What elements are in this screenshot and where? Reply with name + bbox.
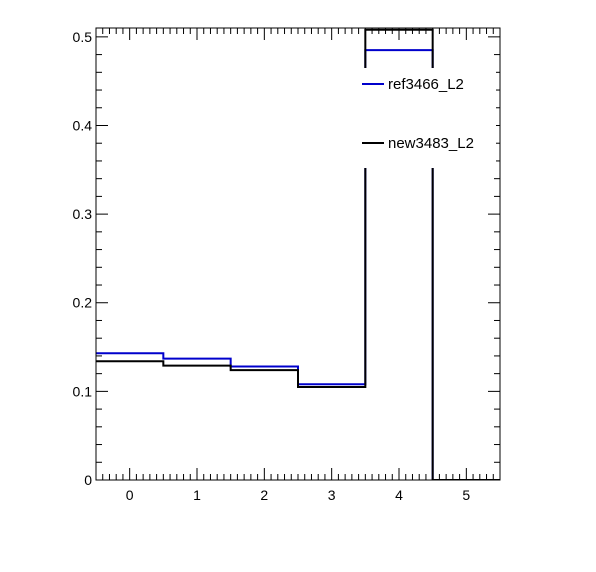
x-tick-label: 5 [462, 487, 470, 503]
x-tick-label: 3 [328, 487, 336, 503]
y-tick-label: 0 [84, 472, 92, 488]
x-tick-label: 2 [260, 487, 268, 503]
legend: ref3466_L2 new3483_L2 [358, 68, 496, 168]
legend-label-ref3466-l2: ref3466_L2 [388, 76, 464, 93]
y-tick-label: 0.5 [73, 29, 93, 45]
y-tick-label: 0.3 [73, 206, 93, 222]
x-tick-label: 4 [395, 487, 403, 503]
y-tick-label: 0.1 [73, 383, 93, 399]
x-tick-label: 1 [193, 487, 201, 503]
y-tick-label: 0.2 [73, 295, 93, 311]
x-tick-label: 0 [126, 487, 134, 503]
y-tick-label: 0.4 [73, 117, 93, 133]
legend-label-new3483-l2: new3483_L2 [388, 135, 474, 152]
axis-ticks: 0 1 2 3 4 5 0 0.1 0.2 0.3 0.4 0.5 [73, 28, 501, 503]
